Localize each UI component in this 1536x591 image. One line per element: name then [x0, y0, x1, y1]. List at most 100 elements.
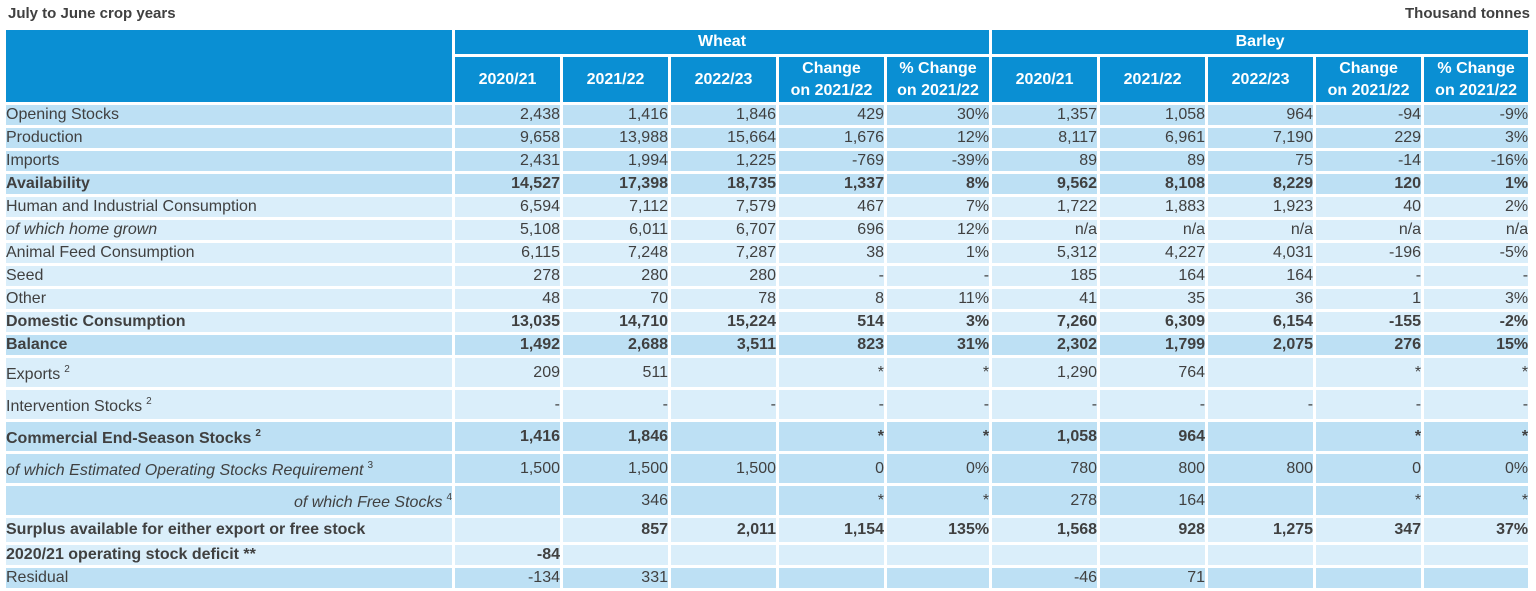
barley-value-cell — [1208, 545, 1314, 565]
wheat-value-cell: -134 — [455, 568, 560, 588]
wheat-value-cell: * — [779, 358, 884, 387]
barley-value-cell: * — [1424, 486, 1529, 515]
wheat-value-cell — [671, 358, 776, 387]
wheat-value-cell: 9,658 — [455, 128, 560, 148]
barley-value-cell: -196 — [1316, 243, 1422, 263]
row-label: Surplus available for either export or f… — [6, 521, 366, 538]
barley-value-cell: 8,117 — [992, 128, 1098, 148]
wheat-value-cell: 7,248 — [563, 243, 668, 263]
table-row: Residual -134 331 -46 71 — [6, 568, 1529, 588]
barley-value-cell — [1316, 545, 1422, 565]
wheat-value-cell: 331 — [563, 568, 668, 588]
wheat-value-cell: - — [887, 266, 990, 286]
table-row: Imports 2,431 1,994 1,225 -769 -39% 89 89 75 -14-… — [6, 151, 1529, 171]
barley-value-cell: 40 — [1316, 197, 1422, 217]
row-label-cell: Seed — [6, 266, 452, 286]
table-body: Opening Stocks 2,438 1,416 1,846 429 30% 1,357… — [6, 105, 1529, 588]
wheat-value-cell: 280 — [563, 266, 668, 286]
column-header-barley: 2021/22 — [1100, 57, 1206, 102]
wheat-value-cell: 1,337 — [779, 174, 884, 194]
group-header-wheat: Wheat — [455, 30, 990, 54]
barley-value-cell: 5,312 — [992, 243, 1098, 263]
barley-value-cell: 36 — [1208, 289, 1314, 309]
wheat-value-cell: -769 — [779, 151, 884, 171]
crop-year-note: July to June crop years — [8, 5, 176, 22]
barley-value-cell: 1,058 — [1100, 105, 1206, 125]
table-row: Opening Stocks 2,438 1,416 1,846 429 30% 1,357… — [6, 105, 1529, 125]
row-label: Domestic Consumption — [6, 313, 186, 330]
table-row: Human and Industrial Consumption 6,594 7,1… — [6, 197, 1529, 217]
wheat-value-cell: 346 — [563, 486, 668, 515]
row-label: 2020/21 operating stock deficit ** — [6, 546, 256, 563]
wheat-value-cell: 13,988 — [563, 128, 668, 148]
row-label: Exports — [6, 366, 61, 383]
barley-value-cell: * — [1316, 486, 1422, 515]
barley-value-cell: 164 — [1100, 486, 1206, 515]
wheat-value-cell: 1,416 — [563, 105, 668, 125]
row-label-cell: Surplus available for either export or f… — [6, 518, 452, 542]
barley-value-cell — [1424, 568, 1529, 588]
barley-value-cell: 7,260 — [992, 312, 1098, 332]
barley-value-cell: - — [1424, 390, 1529, 419]
wheat-value-cell: 7,579 — [671, 197, 776, 217]
column-header-barley: 2020/21 — [992, 57, 1098, 102]
barley-value-cell: 35 — [1100, 289, 1206, 309]
barley-value-cell: - — [1208, 390, 1314, 419]
wheat-value-cell — [779, 545, 884, 565]
wheat-value-cell: 2,431 — [455, 151, 560, 171]
wheat-value-cell: 278 — [455, 266, 560, 286]
wheat-value-cell — [671, 422, 776, 451]
wheat-value-cell: 1,492 — [455, 335, 560, 355]
header-corner — [6, 30, 452, 102]
wheat-value-cell: 12% — [887, 220, 990, 240]
wheat-value-cell: 6,594 — [455, 197, 560, 217]
table-row: Intervention Stocks 2- - - - - - - - - - — [6, 390, 1529, 419]
barley-value-cell: - — [992, 390, 1098, 419]
wheat-value-cell: * — [887, 486, 990, 515]
wheat-value-cell: 6,011 — [563, 220, 668, 240]
wheat-value-cell: 857 — [563, 518, 668, 542]
barley-value-cell: 164 — [1208, 266, 1314, 286]
row-label-cell: Imports — [6, 151, 452, 171]
barley-value-cell: 1,058 — [992, 422, 1098, 451]
barley-value-cell: 1,290 — [992, 358, 1098, 387]
wheat-value-cell: 7% — [887, 197, 990, 217]
supply-demand-table-view: July to June crop years Thousand tonnes … — [6, 5, 1530, 588]
barley-value-cell: 41 — [992, 289, 1098, 309]
barley-value-cell: 0% — [1424, 454, 1529, 483]
table-row: Domestic Consumption 13,035 14,710 15,224 51… — [6, 312, 1529, 332]
wheat-value-cell: - — [779, 266, 884, 286]
wheat-value-cell: - — [779, 390, 884, 419]
barley-value-cell: 1,568 — [992, 518, 1098, 542]
barley-value-cell: -9% — [1424, 105, 1529, 125]
barley-value-cell: 800 — [1208, 454, 1314, 483]
barley-value-cell: 1,275 — [1208, 518, 1314, 542]
wheat-value-cell: 11% — [887, 289, 990, 309]
wheat-value-cell: 15,224 — [671, 312, 776, 332]
barley-value-cell: 15% — [1424, 335, 1529, 355]
wheat-value-cell: - — [887, 390, 990, 419]
row-label: Production — [6, 129, 83, 146]
barley-value-cell: 1,923 — [1208, 197, 1314, 217]
barley-value-cell: 6,961 — [1100, 128, 1206, 148]
row-label-cell: Human and Industrial Consumption — [6, 197, 452, 217]
wheat-value-cell: 5,108 — [455, 220, 560, 240]
barley-value-cell: 6,154 — [1208, 312, 1314, 332]
row-label: of which home grown — [6, 221, 158, 238]
table-row: of which Free Stocks 4 346 * * 278 164 * * — [6, 486, 1529, 515]
barley-value-cell — [992, 545, 1098, 565]
barley-value-cell — [1208, 486, 1314, 515]
wheat-value-cell: 1,225 — [671, 151, 776, 171]
wheat-value-cell: 280 — [671, 266, 776, 286]
wheat-value-cell: 1,676 — [779, 128, 884, 148]
barley-value-cell: 0 — [1316, 454, 1422, 483]
wheat-value-cell: 467 — [779, 197, 884, 217]
barley-value-cell — [1208, 422, 1314, 451]
balance-sheet-table: Wheat Barley 2020/21 2021/22 2022/23 Change… — [3, 27, 1531, 591]
wheat-value-cell: 2,438 — [455, 105, 560, 125]
footnote-marker: 3 — [367, 460, 374, 471]
wheat-value-cell: 1,416 — [455, 422, 560, 451]
wheat-value-cell: 514 — [779, 312, 884, 332]
barley-value-cell: 1,722 — [992, 197, 1098, 217]
row-label-cell: Commercial End-Season Stocks 2 — [6, 422, 452, 451]
